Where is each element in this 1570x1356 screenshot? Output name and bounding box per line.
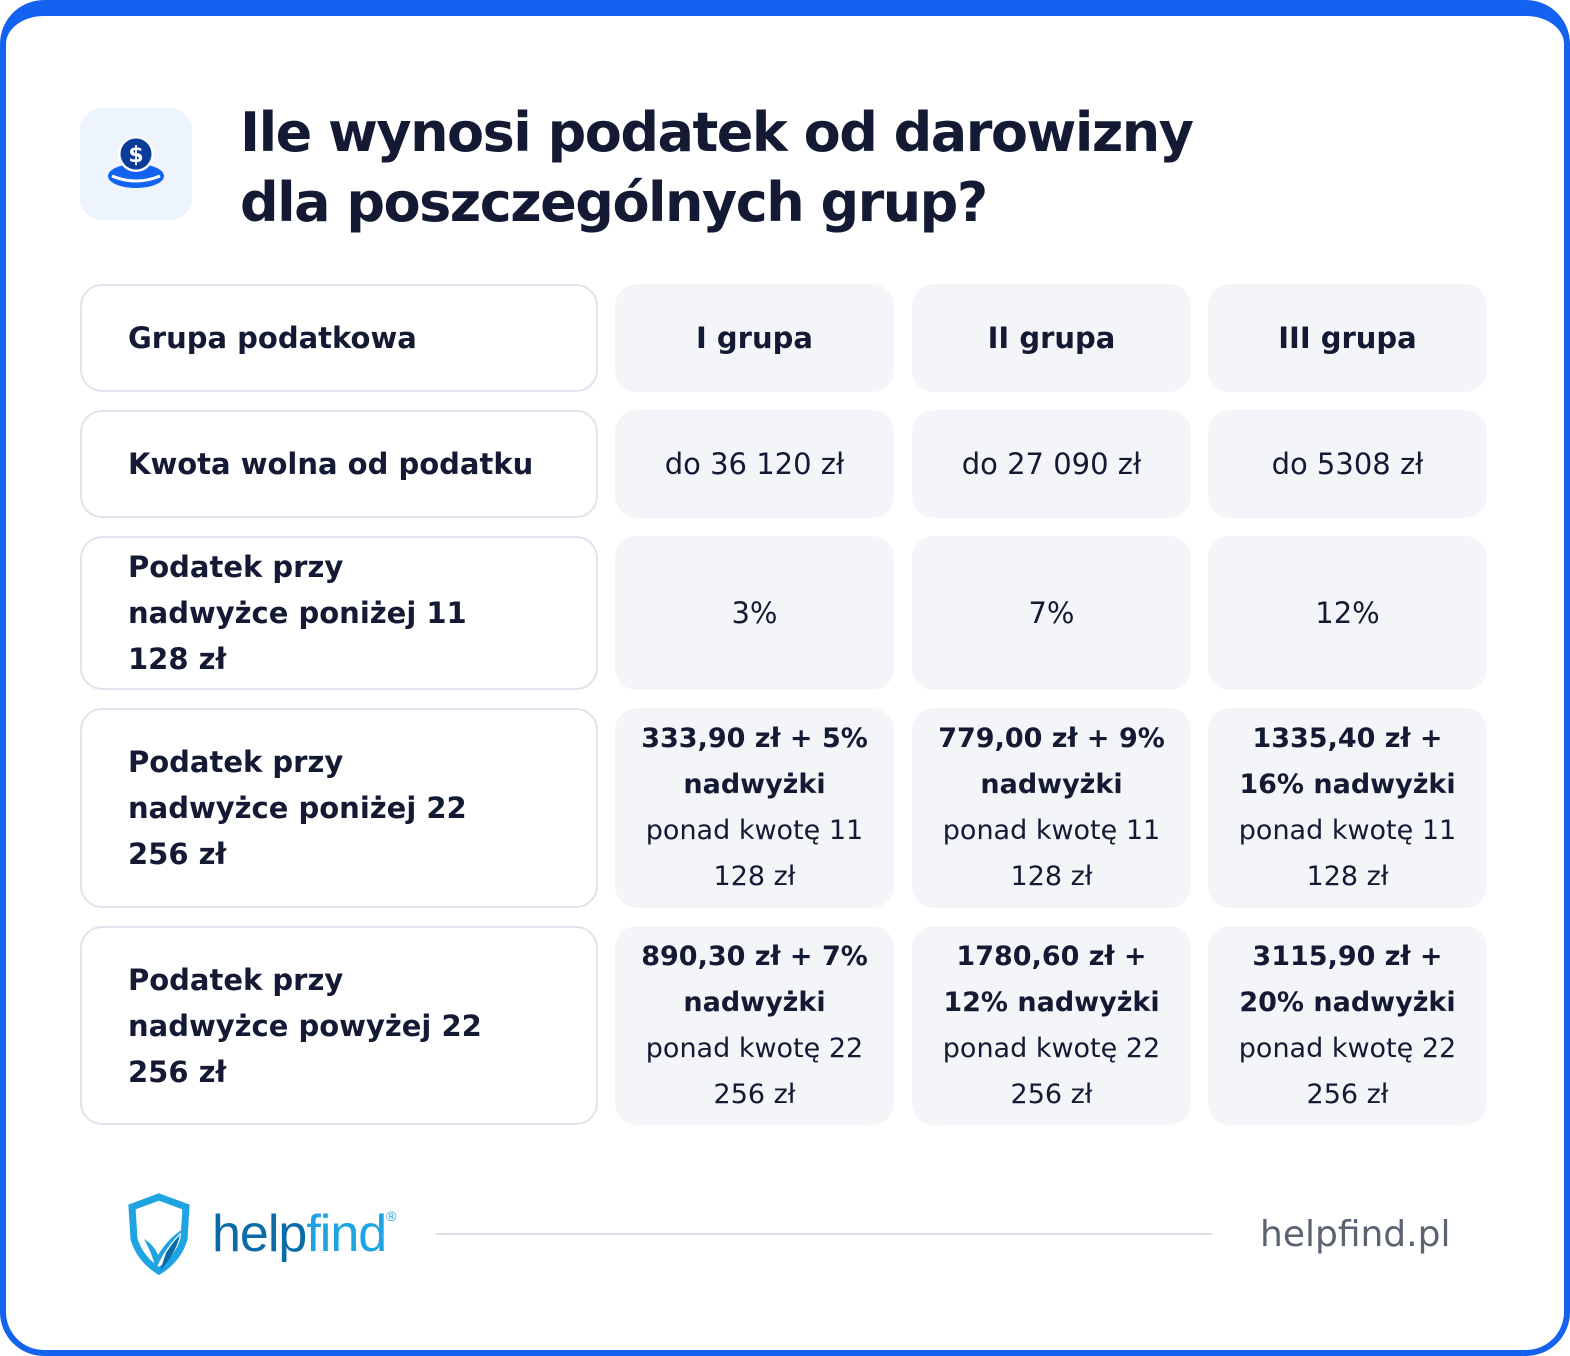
coin-dollar-icon: $ xyxy=(108,136,164,188)
cell-text: do 27 090 zł xyxy=(961,447,1142,481)
cell-text: ponad kwotę 11 128 zł xyxy=(942,815,1161,892)
table-cell: do 5308 zł xyxy=(1208,410,1487,518)
title-line-1: Ile wynosi podatek od darowizny xyxy=(240,101,1194,164)
cell-bold-text: 779,00 zł + 9% nadwyżki xyxy=(938,723,1165,800)
cell-text: ponad kwotę 11 128 zł xyxy=(645,815,864,892)
cell-text: 12% xyxy=(1315,596,1380,630)
footer-divider xyxy=(436,1233,1212,1235)
icon-box: $ xyxy=(80,108,192,220)
cell-bold-text: 890,30 zł + 7% nadwyżki xyxy=(641,940,868,1018)
cell-text: ponad kwotę 22 256 zł xyxy=(942,1032,1161,1110)
shield-check-icon xyxy=(128,1193,190,1275)
table-cell: do 36 120 zł xyxy=(615,410,894,518)
table-cell: 7% xyxy=(912,536,1191,690)
table-cell: 333,90 zł + 5% nadwyżki ponad kwotę 11 1… xyxy=(615,708,894,908)
header-label: Grupa podatkowa xyxy=(80,284,598,392)
cell-text: ponad kwotę 11 128 zł xyxy=(1238,815,1457,892)
table-cell: 12% xyxy=(1208,536,1487,690)
header-group-2: II grupa xyxy=(912,284,1191,392)
cell-bold-text: 1780,60 zł + 12% nadwyżki xyxy=(943,940,1160,1018)
cell-bold-text: 333,90 zł + 5% nadwyżki xyxy=(641,723,868,800)
row-label: Podatek przy nadwyżce poniżej 22 256 zł xyxy=(80,708,598,908)
logo-text: helpfind® xyxy=(212,1205,397,1263)
table-cell: do 27 090 zł xyxy=(912,410,1191,518)
cell-bold-text: 1335,40 zł + 16% nadwyżki xyxy=(1239,723,1456,800)
header-group-1: I grupa xyxy=(615,284,894,392)
cell-text: 3% xyxy=(731,596,778,630)
cell-text: ponad kwotę 22 256 zł xyxy=(645,1032,864,1110)
table-cell: 1335,40 zł + 16% nadwyżki ponad kwotę 11… xyxy=(1208,708,1487,908)
cell-text: do 36 120 zł xyxy=(664,447,845,481)
table-cell: 3% xyxy=(615,536,894,690)
table-cell: 1780,60 zł + 12% nadwyżki ponad kwotę 22… xyxy=(912,926,1191,1125)
site-url: helpfind.pl xyxy=(1260,1214,1451,1255)
table-cell: 890,30 zł + 7% nadwyżki ponad kwotę 22 2… xyxy=(615,926,894,1125)
cell-bold-text: 3115,90 zł + 20% nadwyżki xyxy=(1239,940,1456,1018)
page-title: Ile wynosi podatek od darowizny dla posz… xyxy=(240,98,1194,238)
table-cell: 779,00 zł + 9% nadwyżki ponad kwotę 11 1… xyxy=(912,708,1191,908)
cell-text: do 5308 zł xyxy=(1271,447,1424,481)
row-label: Podatek przy nadwyżce poniżej 11 128 zł xyxy=(80,536,598,690)
helpfind-logo: helpfind® xyxy=(126,1193,397,1275)
cell-text: 7% xyxy=(1028,596,1075,630)
row-label: Kwota wolna od podatku xyxy=(80,410,598,518)
cell-text: ponad kwotę 22 256 zł xyxy=(1238,1032,1457,1110)
title-line-2: dla poszczególnych grup? xyxy=(240,171,988,234)
header-group-3: III grupa xyxy=(1208,284,1487,392)
table-cell: 3115,90 zł + 20% nadwyżki ponad kwotę 22… xyxy=(1208,926,1487,1125)
row-label: Podatek przy nadwyżce powyżej 22 256 zł xyxy=(80,926,598,1125)
svg-text:$: $ xyxy=(128,143,143,168)
